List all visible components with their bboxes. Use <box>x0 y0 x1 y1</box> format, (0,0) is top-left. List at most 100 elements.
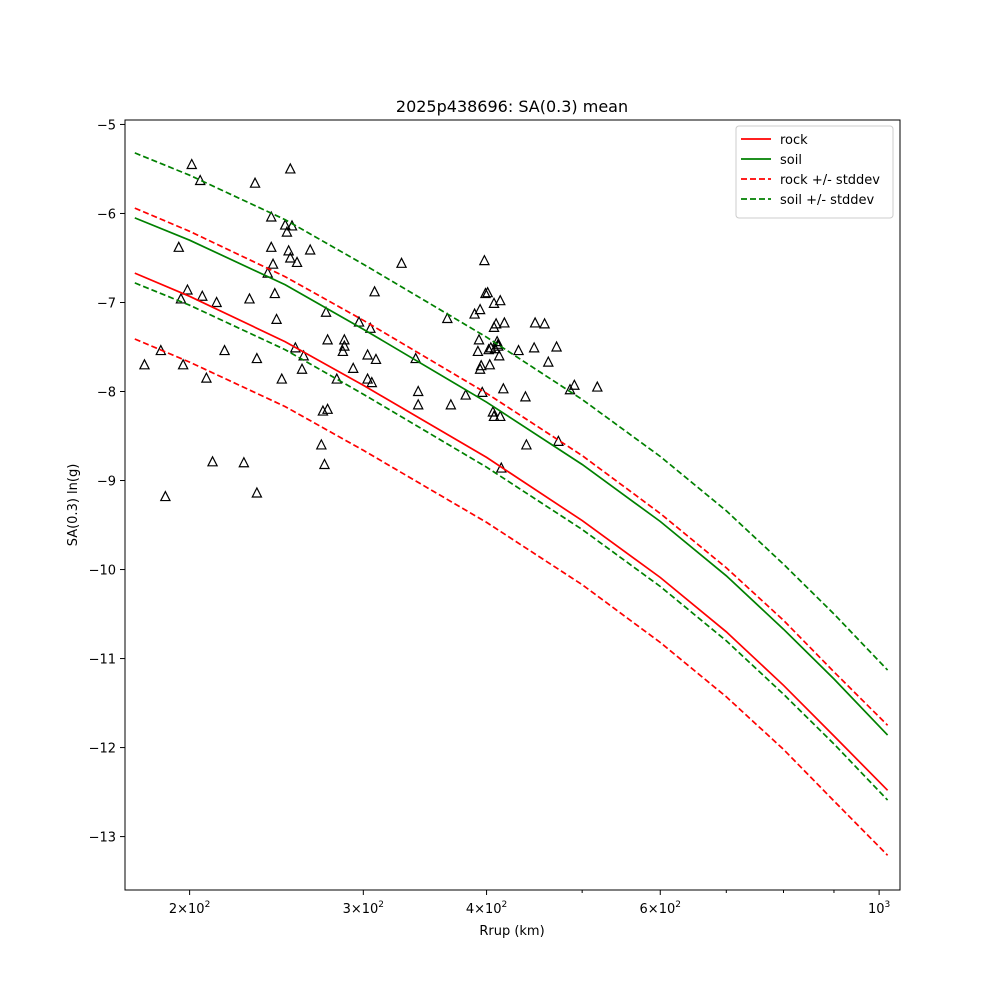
observation-point <box>591 380 603 392</box>
observation-point <box>519 390 532 402</box>
y-tick-label: −5 <box>97 118 116 133</box>
observation-point <box>370 353 382 365</box>
y-tick-label: −6 <box>97 207 116 222</box>
observation-point <box>276 372 288 384</box>
observation-point <box>322 333 334 345</box>
observation-point <box>296 362 308 374</box>
observation-point <box>251 486 263 498</box>
observation-point <box>529 316 541 328</box>
observation-point <box>251 352 263 364</box>
observation-point <box>173 240 185 252</box>
observation-point <box>175 292 187 304</box>
series-line <box>134 272 889 791</box>
observation-point <box>218 344 231 356</box>
x-tick-label: 6×102 <box>640 900 681 917</box>
observation-point <box>269 287 281 299</box>
observation-point <box>211 296 223 308</box>
observation-point <box>281 225 293 237</box>
observation-point <box>196 289 208 301</box>
observation-point <box>194 174 206 186</box>
observation-point <box>441 312 453 324</box>
observation-point <box>289 341 301 353</box>
observation-point <box>474 362 486 374</box>
observation-point <box>488 410 500 422</box>
observation-point <box>338 333 350 345</box>
observation-point <box>270 313 283 324</box>
x-tick-label: 2×102 <box>169 900 210 917</box>
observation-point <box>490 317 502 329</box>
observation-point <box>265 210 277 222</box>
observation-point <box>200 371 212 383</box>
observation-point <box>487 405 499 417</box>
observation-point <box>498 316 510 328</box>
observation-point <box>512 344 525 356</box>
observation-point <box>317 404 329 416</box>
y-tick-label: −13 <box>89 831 116 846</box>
observation-point <box>279 218 291 230</box>
observation-point <box>265 240 277 252</box>
observation-point <box>291 256 303 268</box>
observation-point <box>482 286 494 298</box>
observation-point <box>206 455 219 467</box>
observation-point <box>528 341 540 353</box>
observation-point <box>497 382 509 394</box>
observation-point <box>138 358 151 370</box>
y-tick-label: −10 <box>89 564 116 579</box>
observation-point <box>542 355 554 367</box>
observation-point <box>460 388 472 400</box>
observation-point <box>337 345 349 357</box>
observation-point <box>412 385 424 397</box>
series-line <box>134 217 889 736</box>
observation-point <box>318 458 331 470</box>
observation-point <box>494 410 506 422</box>
observation-point <box>475 359 487 371</box>
y-tick-label: −11 <box>89 653 116 668</box>
series-line <box>134 207 889 726</box>
observation-point <box>364 321 376 333</box>
x-axis-label: Rrup (km) <box>479 924 544 939</box>
observation-point <box>478 254 490 266</box>
observation-point <box>304 243 316 255</box>
legend: rock soil rock +/- stddev soil +/- stddev <box>735 125 894 219</box>
observation-point <box>472 345 484 357</box>
observation-point <box>369 285 381 297</box>
observation-point <box>520 438 532 450</box>
observation-point <box>283 244 295 256</box>
legend-label: soil <box>780 153 802 168</box>
y-tick-label: −12 <box>89 742 116 757</box>
observation-point <box>495 461 507 473</box>
observation-point <box>479 287 492 299</box>
observation-point <box>568 378 580 390</box>
observation-point <box>484 358 496 370</box>
legend-label: rock +/- stddev <box>780 173 880 188</box>
observation-point <box>238 456 250 468</box>
y-tick-label: −7 <box>97 296 116 311</box>
observation-point <box>493 349 505 361</box>
series-line <box>134 282 889 801</box>
chart-title: 2025p438696: SA(0.3) mean <box>396 97 628 116</box>
observation-point <box>494 294 506 306</box>
observation-point <box>322 402 334 414</box>
observation-point <box>361 372 374 384</box>
observation-point <box>412 398 424 410</box>
legend-box <box>735 125 894 219</box>
observation-point <box>473 333 485 345</box>
observation-point <box>315 438 327 450</box>
x-tick-label: 103 <box>868 900 890 917</box>
observation-point <box>249 176 261 188</box>
y-tick-label: −9 <box>97 475 116 490</box>
observation-point <box>320 305 332 317</box>
observation-point <box>338 339 350 351</box>
observation-point <box>395 256 408 268</box>
observation-point <box>267 257 279 269</box>
observation-point <box>445 398 457 410</box>
observation-point <box>186 158 198 170</box>
observation-point <box>538 317 551 329</box>
y-tick-label: −8 <box>97 386 116 401</box>
observation-point <box>159 490 171 502</box>
observation-point <box>181 283 194 295</box>
x-tick-label: 4×102 <box>466 900 507 917</box>
observation-point <box>483 343 495 355</box>
observation-point <box>361 348 374 360</box>
